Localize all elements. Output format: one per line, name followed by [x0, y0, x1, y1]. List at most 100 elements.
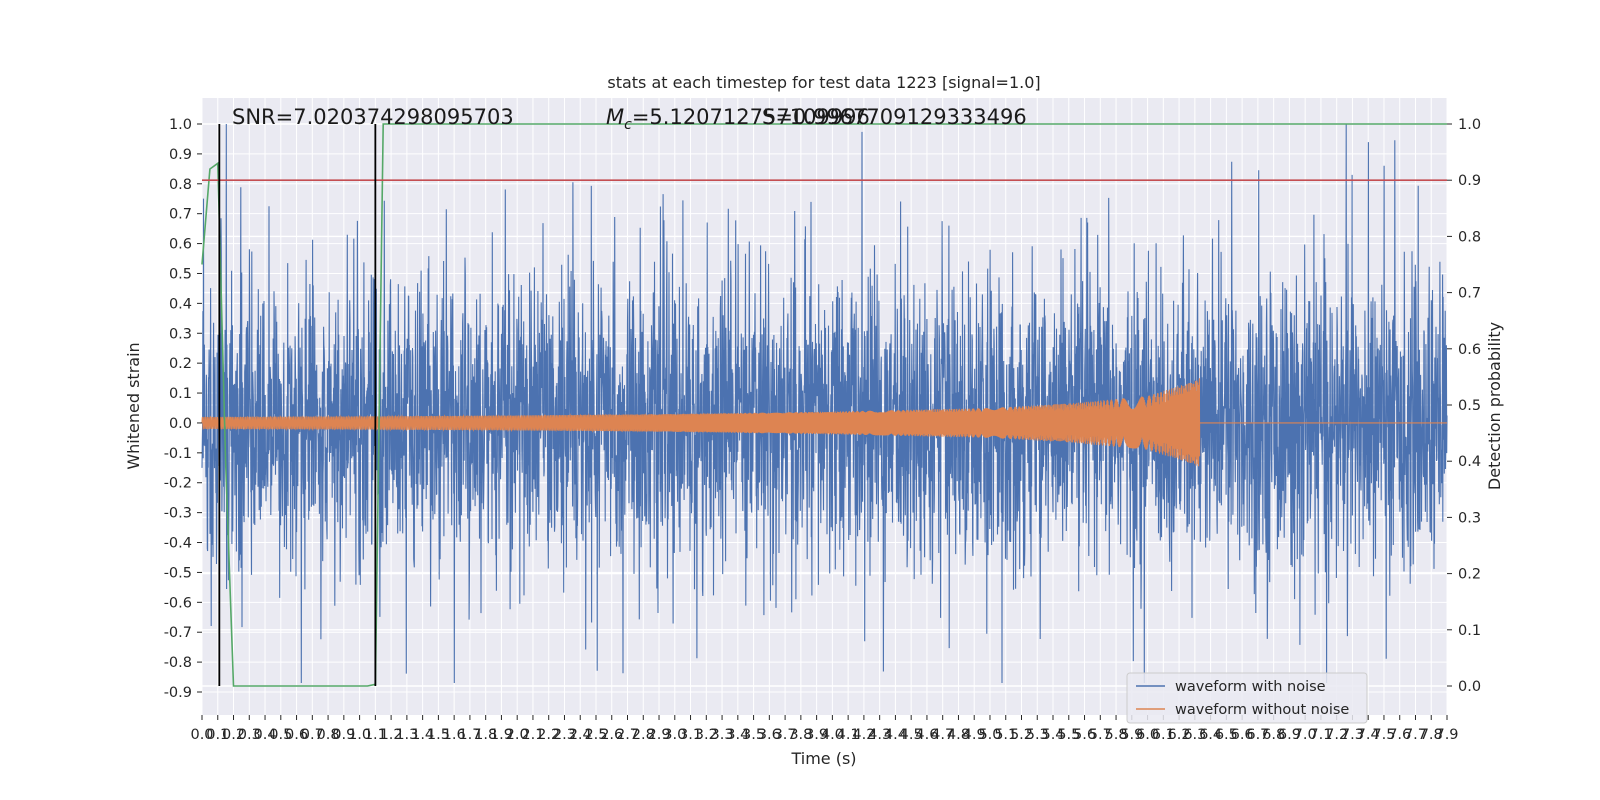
x-tick-label-24: 2.4 — [569, 727, 592, 743]
x-tick-label-4: 0.4 — [254, 727, 277, 743]
x-tick-label-29: 2.9 — [647, 727, 670, 743]
x-tick-label-28: 2.8 — [632, 727, 655, 743]
y-tick-label-19: 1.0 — [169, 117, 192, 133]
y-axis-ticks-left: -0.9 -0.8 -0.7 -0.6 -0.5 -0.4 -0.3 -0.2 -0.1 0.0 0… — [164, 117, 202, 701]
y-axis-label: Whitened strain — [124, 342, 143, 469]
x-tick-label-59: 5.9 — [1120, 727, 1143, 743]
x-tick-label-16: 1.6 — [443, 727, 466, 743]
y-axis-ticks-right: 0.0 0.1 0.2 0.3 0.4 0.5 0.6 0.7 0.8 0.9 1.0 — [1447, 117, 1481, 695]
x-tick-label-75: 7.5 — [1372, 727, 1395, 743]
y-tick-label-7: -0.2 — [164, 476, 192, 492]
legend-label-noise: waveform with noise — [1175, 679, 1326, 695]
x-tick-label-78: 7.8 — [1420, 727, 1443, 743]
x-tick-label-23: 2.3 — [553, 727, 576, 743]
y2-tick-label-4: 0.4 — [1458, 454, 1481, 470]
probability-line — [201, 123, 1447, 687]
x-tick-label-2: 0.2 — [222, 727, 245, 743]
x-tick-label-27: 2.7 — [616, 727, 639, 743]
x-tick-label-41: 4.1 — [837, 727, 860, 743]
x-tick-label-65: 6.5 — [1215, 727, 1238, 743]
x-tick-label-46: 4.6 — [915, 727, 938, 743]
x-tick-label-67: 6.7 — [1246, 727, 1269, 743]
x-tick-label-8: 0.8 — [317, 727, 340, 743]
x-tick-label-42: 4.2 — [852, 727, 875, 743]
legend-box — [1126, 672, 1368, 724]
chirp-mass-symbol: M — [606, 105, 624, 129]
y2-tick-label-1: 0.1 — [1458, 623, 1481, 639]
y2-tick-label-2: 0.2 — [1458, 567, 1481, 583]
series-detection-probability — [201, 123, 1447, 687]
x-tick-label-49: 4.9 — [963, 727, 986, 743]
x-tick-label-30: 3.0 — [663, 727, 686, 743]
vertical-markers — [218, 124, 377, 686]
x-tick-label-32: 3.2 — [695, 727, 718, 743]
x-tick-label-34: 3.4 — [726, 727, 749, 743]
y-tick-label-4: -0.5 — [164, 565, 192, 581]
x-tick-label-62: 6.2 — [1168, 727, 1191, 743]
series-waveform-without-noise — [201, 378, 1447, 467]
x-tick-label-56: 5.6 — [1073, 727, 1096, 743]
x-tick-label-52: 5.2 — [1010, 727, 1033, 743]
x-tick-label-73: 7.3 — [1341, 727, 1364, 743]
y2-axis-label: Detection probability — [1485, 322, 1504, 490]
x-tick-label-7: 0.7 — [301, 727, 324, 743]
x-tick-label-21: 2.1 — [521, 727, 544, 743]
x-tick-label-14: 1.4 — [411, 727, 434, 743]
y2-tick-label-6: 0.6 — [1458, 342, 1481, 358]
x-tick-label-50: 5.0 — [978, 727, 1001, 743]
y-tick-label-12: 0.3 — [169, 326, 192, 342]
y-tick-label-5: -0.4 — [164, 536, 192, 552]
x-tick-label-33: 3.3 — [711, 727, 734, 743]
x-tick-label-22: 2.2 — [537, 727, 560, 743]
legend-label-clean: waveform without noise — [1175, 702, 1349, 718]
y-tick-label-9: 0.0 — [169, 416, 192, 432]
x-tick-label-72: 7.2 — [1325, 727, 1348, 743]
x-tick-label-64: 6.4 — [1199, 727, 1222, 743]
x-tick-label-38: 3.8 — [789, 727, 812, 743]
x-tick-label-63: 6.3 — [1183, 727, 1206, 743]
y-tick-label-10: 0.1 — [169, 386, 192, 402]
x-tick-label-47: 4.7 — [931, 727, 954, 743]
x-tick-label-11: 1.1 — [364, 727, 387, 743]
x-tick-label-20: 2.0 — [506, 727, 529, 743]
y2-tick-label-0: 0.0 — [1458, 679, 1481, 695]
x-tick-label-15: 1.5 — [427, 727, 450, 743]
x-tick-label-43: 4.3 — [868, 727, 891, 743]
y-tick-label-8: -0.1 — [164, 446, 192, 462]
x-tick-label-10: 1.0 — [348, 727, 371, 743]
x-tick-label-57: 5.7 — [1089, 727, 1112, 743]
y-tick-label-13: 0.4 — [169, 296, 192, 312]
x-tick-label-77: 7.7 — [1404, 727, 1427, 743]
x-tick-label-76: 7.6 — [1388, 727, 1411, 743]
y-tick-label-18: 0.9 — [169, 147, 192, 163]
x-tick-label-13: 1.3 — [395, 727, 418, 743]
legend: waveform with noise waveform without noi… — [1126, 672, 1368, 724]
y2-tick-label-5: 0.5 — [1458, 398, 1481, 414]
x-tick-label-19: 1.9 — [490, 727, 513, 743]
x-axis-label: Time (s) — [790, 749, 856, 768]
y-tick-label-1: -0.8 — [164, 655, 192, 671]
x-tick-label-25: 2.5 — [584, 727, 607, 743]
overlap-annotation: S=0.9967709129333496 — [762, 105, 1027, 129]
y-tick-label-2: -0.7 — [164, 625, 192, 641]
x-tick-label-69: 6.9 — [1278, 727, 1301, 743]
x-tick-label-60: 6.0 — [1136, 727, 1159, 743]
chirp-mass-subscript: c — [624, 117, 632, 133]
x-tick-label-9: 0.9 — [332, 727, 355, 743]
y-tick-label-11: 0.2 — [169, 356, 192, 372]
chirp-mass-value: =5.120712757109996 — [632, 105, 870, 129]
x-tick-label-6: 0.6 — [285, 727, 308, 743]
x-tick-label-79: 7.9 — [1435, 727, 1458, 743]
y-tick-label-17: 0.8 — [169, 177, 192, 193]
x-tick-label-55: 5.5 — [1057, 727, 1080, 743]
y-tick-label-6: -0.3 — [164, 506, 192, 522]
x-tick-label-51: 5.1 — [994, 727, 1017, 743]
y2-tick-label-7: 0.7 — [1458, 286, 1481, 302]
chart-title: stats at each timestep for test data 122… — [607, 73, 1040, 92]
x-tick-label-35: 3.5 — [742, 727, 765, 743]
x-tick-label-53: 5.3 — [1026, 727, 1049, 743]
x-tick-label-37: 3.7 — [774, 727, 797, 743]
x-tick-label-18: 1.8 — [474, 727, 497, 743]
x-tick-label-12: 1.2 — [380, 727, 403, 743]
